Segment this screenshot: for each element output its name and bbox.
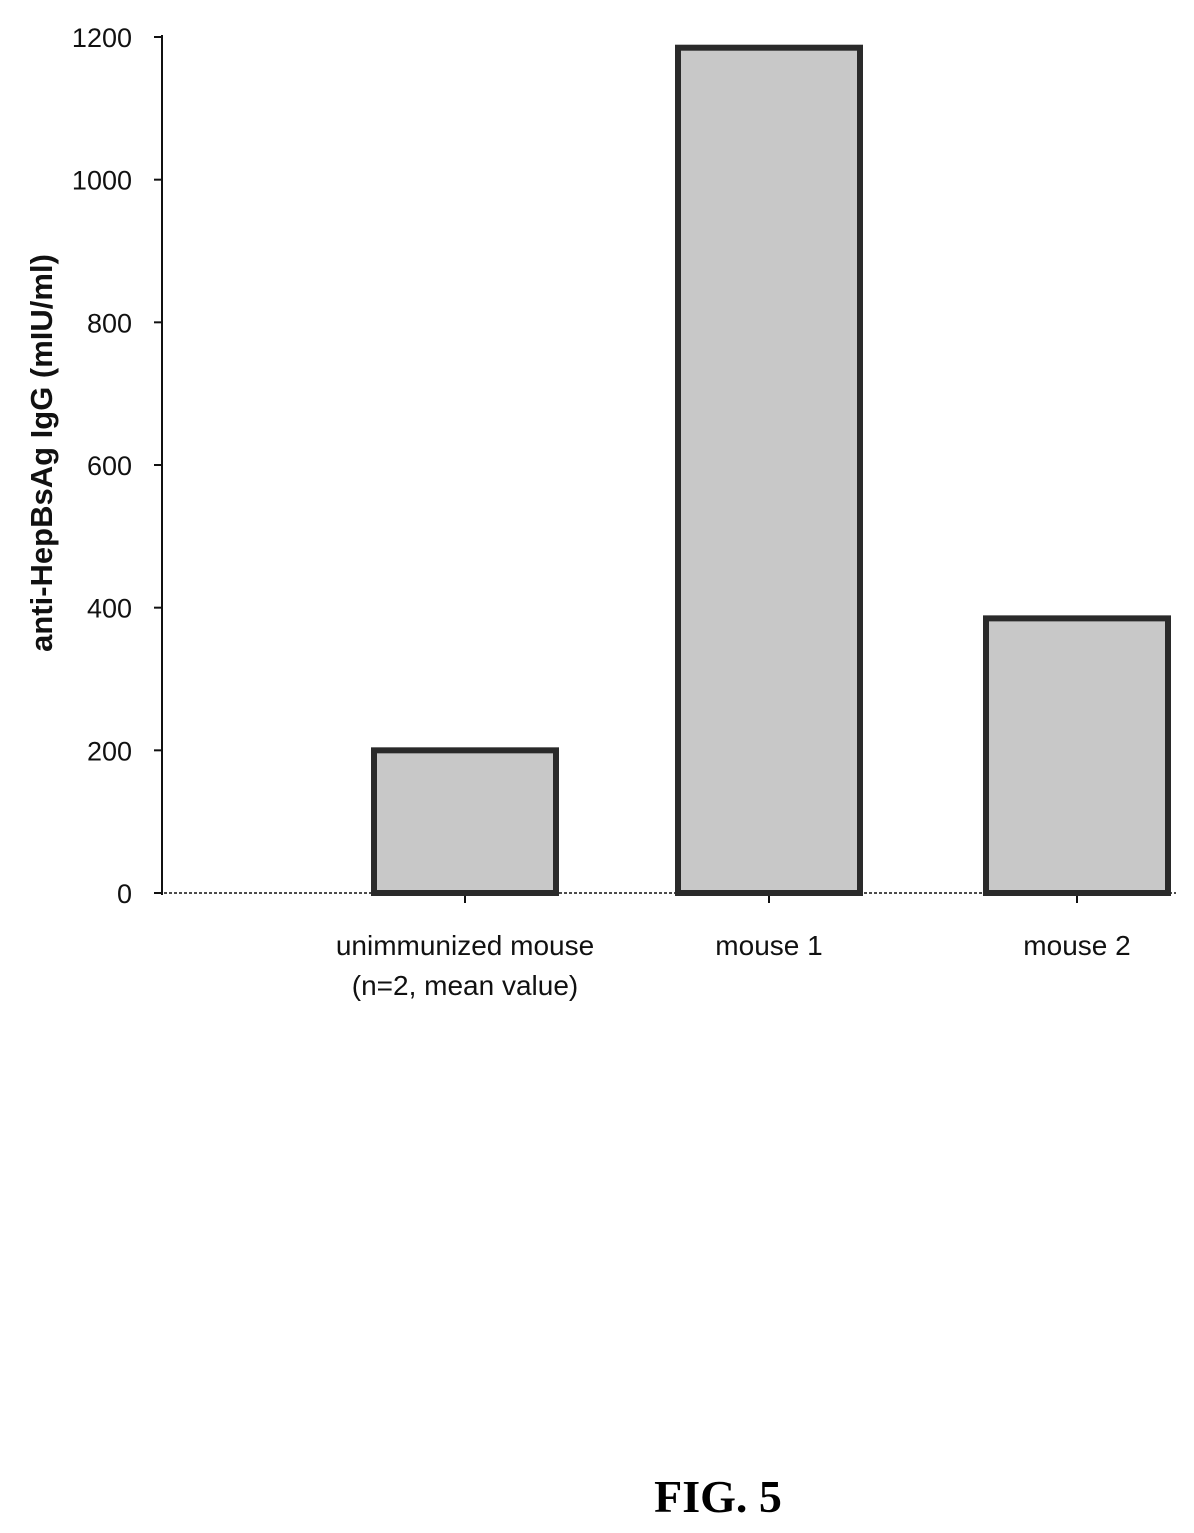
figure-label: FIG. 5 <box>654 1471 782 1522</box>
bar <box>371 747 559 896</box>
x-category-label: mouse 1 <box>715 930 822 961</box>
y-tick-label: 1200 <box>72 23 132 53</box>
bars <box>371 44 1171 896</box>
x-category-label: mouse 2 <box>1023 930 1130 961</box>
y-tick-label: 600 <box>87 451 132 481</box>
x-category-label: unimmunized mouse <box>336 930 594 961</box>
category-labels: unimmunized mouse (n=2, mean value) mouse … <box>336 930 1131 1001</box>
y-axis-title: anti-HepBsAg IgG (mIU/ml) <box>24 254 59 652</box>
y-tick-label: 400 <box>87 594 132 624</box>
y-tick-label: 800 <box>87 308 132 338</box>
bar <box>675 44 863 896</box>
y-axis: 0 200 400 600 800 1000 1200 <box>72 23 163 909</box>
y-tick-label: 0 <box>117 879 132 909</box>
y-tick-label: 1000 <box>72 166 132 196</box>
bar <box>983 615 1171 896</box>
x-category-label: (n=2, mean value) <box>352 970 578 1001</box>
y-tick-label: 200 <box>87 736 132 766</box>
